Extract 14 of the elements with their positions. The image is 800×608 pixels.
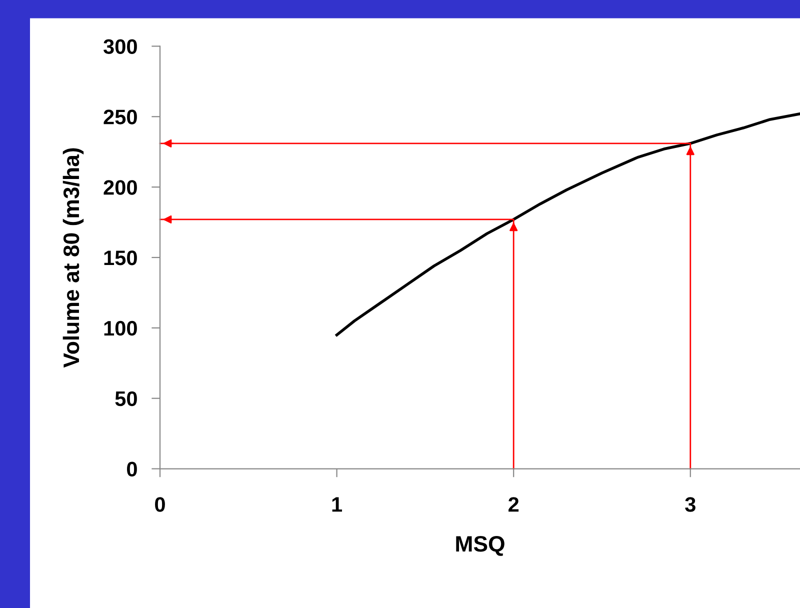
x-tick-label: 1 [332,497,342,512]
y-tick-label: 50 [115,391,137,406]
x-tick-label: 2 [508,497,519,512]
x-tick-label: 3 [685,497,696,512]
y-tick-label: 200 [104,180,137,195]
x-axis-title: MSQ [456,536,504,556]
y-tick-label: 100 [104,320,137,336]
x-tick-label: 0 [155,497,165,512]
line-series [335,112,800,336]
y-axis-title: Volume at 80 (m3/ha) [62,148,84,368]
y-tick-label: 150 [104,250,137,266]
y-tick-label: 0 [127,462,137,477]
y-tick-label: 250 [104,110,137,124]
y-tick-label: 300 [104,39,137,54]
